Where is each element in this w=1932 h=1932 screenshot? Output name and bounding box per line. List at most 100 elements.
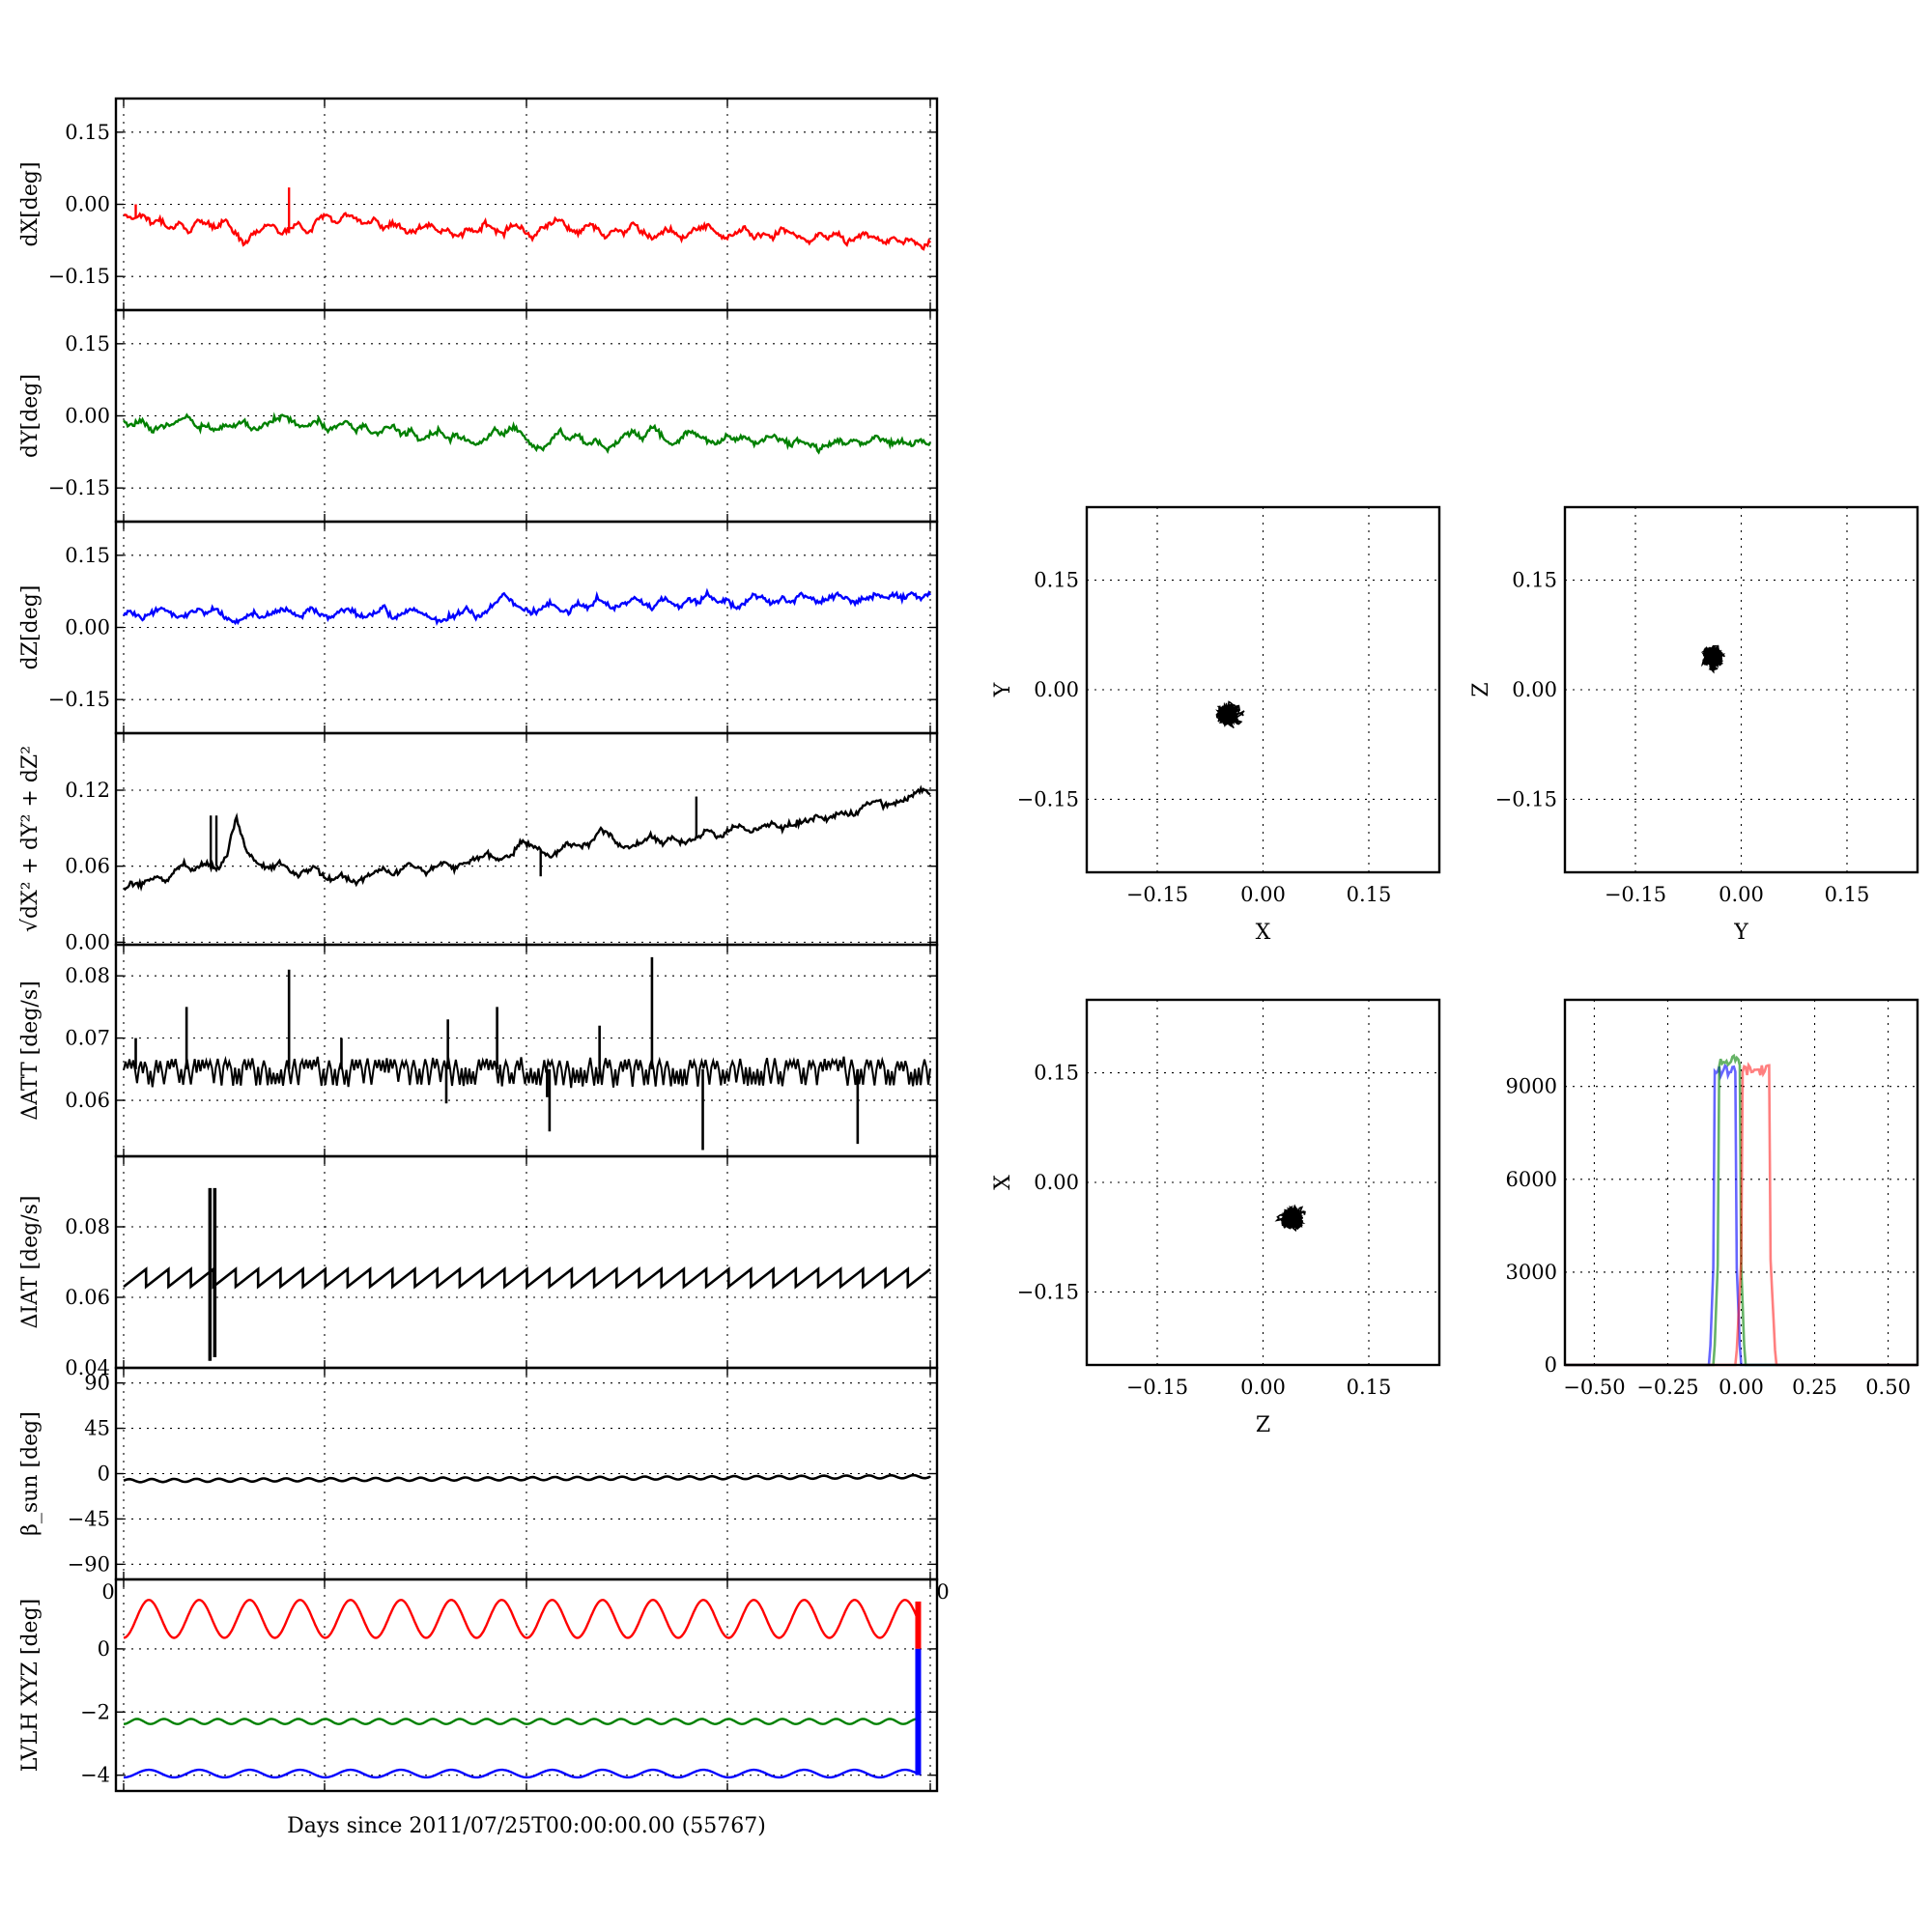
xtick-label: 0.25 xyxy=(1792,1376,1837,1399)
panel-histogram: −0.50 −0.25 0.00 0.25 0.50 0 3000 6000 9000 xyxy=(1506,998,1919,1399)
panel-frame xyxy=(1085,998,1441,1367)
ytick-label: −0.15 xyxy=(1495,787,1557,810)
shared-x-axis-label: Days since 2011/07/25T00:00:00.00 (55767… xyxy=(287,1814,766,1838)
ytick-label: 0.12 xyxy=(65,779,110,802)
panel-dX: −0.15 0.00 0.15 dX[deg] xyxy=(18,97,939,312)
ytick-label: 0.08 xyxy=(65,1215,110,1238)
ytick-label: −4 xyxy=(80,1764,110,1787)
y-axis-label: X xyxy=(991,1175,1015,1190)
series-line-dATT xyxy=(123,1055,931,1089)
scatter-cloud xyxy=(1274,1204,1306,1233)
ytick-label: 0.06 xyxy=(65,1286,110,1309)
y-axis-label: dX[deg] xyxy=(18,161,43,246)
ytick-label: 6000 xyxy=(1506,1168,1557,1191)
xtick-label: −0.15 xyxy=(1605,883,1666,906)
series-line-dIAT xyxy=(123,1266,931,1290)
ytick-label: 0.15 xyxy=(1034,1062,1079,1085)
xtick-label: −0.25 xyxy=(1636,1376,1698,1399)
xtick-label: 0.50 xyxy=(1865,1376,1911,1399)
ytick-label: 0.06 xyxy=(65,855,110,878)
ytick-label: −0.15 xyxy=(1017,787,1079,810)
corner-label-left: 0 xyxy=(101,1580,114,1604)
panel-beta_sun: −90 −45 0 45 90 β_sun [deg] xyxy=(18,1366,939,1581)
panel-dY: −0.15 0.00 0.15 dY[deg] xyxy=(18,308,939,524)
ytick-label: 0.08 xyxy=(65,964,110,987)
xtick-label: −0.15 xyxy=(1126,883,1188,906)
ytick-label: 0.04 xyxy=(65,1356,110,1379)
ytick-label: 45 xyxy=(84,1417,110,1440)
y-axis-label: √dX² + dY² + dZ² xyxy=(18,746,43,932)
ytick-label: 3000 xyxy=(1506,1261,1557,1284)
series-line-lvlh-0 xyxy=(123,1598,920,1639)
ytick-label: 9000 xyxy=(1506,1075,1557,1098)
series-line-dX xyxy=(123,212,932,251)
ytick-label: 0.15 xyxy=(1034,569,1079,592)
y-axis-label: dZ[deg] xyxy=(18,585,43,670)
xtick-label: 0.00 xyxy=(1240,1376,1286,1399)
scatter-cloud xyxy=(1215,700,1245,729)
xtick-label: 0.15 xyxy=(1347,1376,1392,1399)
ytick-label: 0.07 xyxy=(65,1027,110,1050)
histogram-series-2 xyxy=(1565,1062,1918,1367)
ytick-label: −0.15 xyxy=(48,476,110,499)
ytick-label: 0 xyxy=(1545,1353,1557,1377)
ytick-label: 0.00 xyxy=(1034,678,1079,701)
ytick-label: 0 xyxy=(98,1463,110,1486)
ytick-label: 0.06 xyxy=(65,1089,110,1112)
series-line-beta xyxy=(123,1473,931,1484)
y-axis-label: ΔATT [deg/s] xyxy=(18,980,43,1120)
ytick-label: 0.00 xyxy=(65,405,110,428)
xtick-label: −0.15 xyxy=(1126,1376,1188,1399)
xtick-label: 0.00 xyxy=(1719,883,1764,906)
ytick-label: 0.00 xyxy=(1034,1171,1079,1194)
x-axis-label: Y xyxy=(1733,921,1748,945)
ytick-label: −0.15 xyxy=(48,265,110,288)
panel-frame xyxy=(1085,505,1441,874)
series-line-lvlh-1 xyxy=(123,1718,919,1725)
series-line-dR xyxy=(123,784,931,893)
panel-dZ: −0.15 0.00 0.15 dZ[deg] xyxy=(18,520,939,735)
xtick-label: −0.50 xyxy=(1563,1376,1625,1399)
corner-label-right: 0 xyxy=(936,1580,949,1604)
ytick-label: 0.00 xyxy=(65,193,110,216)
panel-frame xyxy=(1563,505,1919,874)
y-axis-label: LVLH XYZ [deg] xyxy=(18,1599,43,1773)
panel-lvlh: −4 −2 0 LVLH XYZ [deg] 0 0 xyxy=(18,1577,950,1793)
panel-dATT: 0.06 0.07 0.08 ΔATT [deg/s] xyxy=(18,943,939,1158)
ytick-label: 90 xyxy=(84,1372,110,1395)
ytick-label: 0.15 xyxy=(65,121,110,144)
ytick-label: −45 xyxy=(68,1507,110,1530)
ytick-label: 0 xyxy=(98,1637,110,1661)
series-line-dY xyxy=(123,412,932,455)
y-axis-label: Z xyxy=(1469,682,1493,696)
y-axis-label: ΔIAT [deg/s] xyxy=(18,1196,43,1329)
ytick-label: 0.00 xyxy=(1512,678,1557,701)
ytick-label: 0.15 xyxy=(1512,569,1557,592)
x-axis-label: X xyxy=(1256,921,1271,945)
series-line-dZ xyxy=(122,587,932,627)
series-line-lvlh-2 xyxy=(124,1768,919,1779)
panel-frame xyxy=(114,1577,939,1793)
ytick-label: 0.00 xyxy=(65,616,110,639)
xtick-label: 0.00 xyxy=(1719,1376,1764,1399)
xtick-label: 0.00 xyxy=(1240,883,1286,906)
ytick-label: 0.15 xyxy=(65,544,110,567)
panel-scatter_ZX: −0.15 −0.15 0.00 0.00 0.15 0.15 Z X xyxy=(991,998,1441,1437)
xtick-label: 0.15 xyxy=(1347,883,1392,906)
ytick-label: −90 xyxy=(68,1552,110,1576)
x-axis-label: Z xyxy=(1256,1413,1270,1437)
panel-dR: 0.00 0.06 0.12 √dX² + dY² + dZ² xyxy=(18,731,939,953)
ytick-label: 0.15 xyxy=(65,332,110,355)
ytick-label: −0.15 xyxy=(48,688,110,711)
panel-scatter_XY: −0.15 −0.15 0.00 0.00 0.15 0.15 X Y xyxy=(991,505,1441,945)
y-axis-label: Y xyxy=(991,682,1015,697)
panel-dIAT: 0.04 0.06 0.08 ΔIAT [deg/s] xyxy=(18,1154,939,1379)
y-axis-label: β_sun [deg] xyxy=(18,1411,43,1536)
scatter-cloud xyxy=(1700,644,1726,674)
ytick-label: 0.00 xyxy=(65,930,110,953)
panel-frame xyxy=(1563,998,1919,1367)
ytick-label: −0.15 xyxy=(1017,1280,1079,1303)
ytick-label: −2 xyxy=(80,1700,110,1723)
xtick-label: 0.15 xyxy=(1825,883,1870,906)
